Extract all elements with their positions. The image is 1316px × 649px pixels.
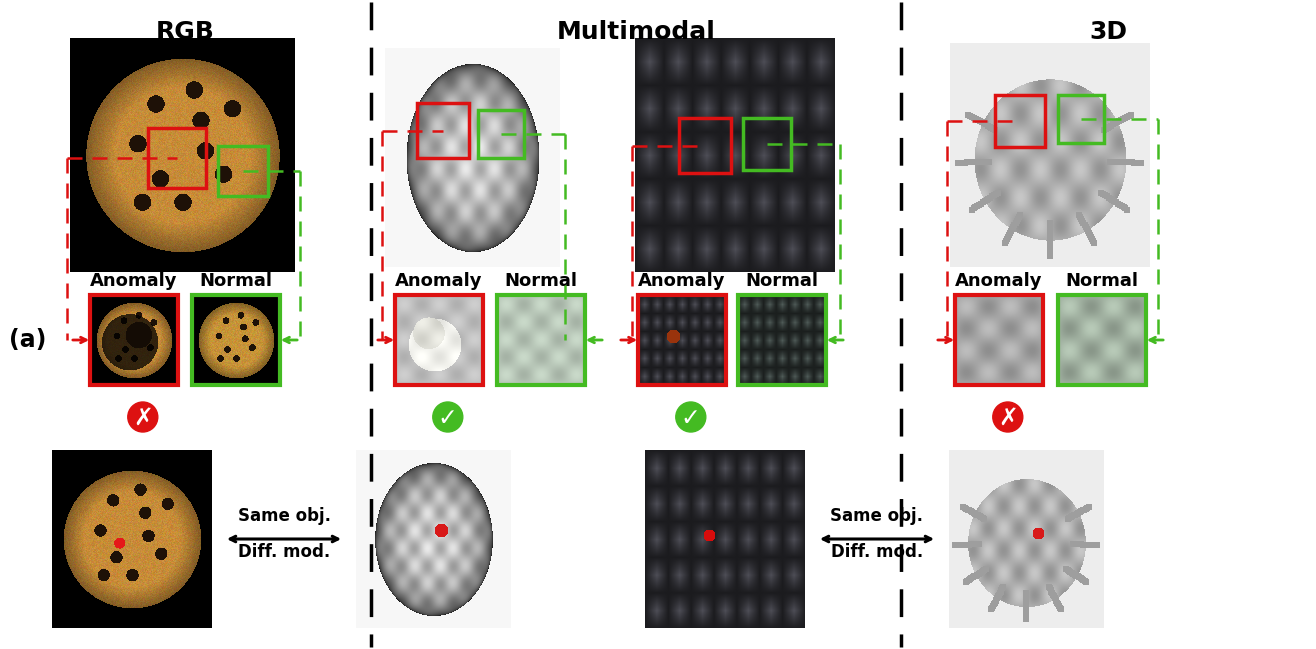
Text: Diff. mod.: Diff. mod. <box>830 543 923 561</box>
Bar <box>192 295 280 385</box>
Text: 3D: 3D <box>1090 20 1126 44</box>
Bar <box>395 295 483 385</box>
Bar <box>744 118 791 170</box>
Bar <box>89 295 178 385</box>
Text: (a): (a) <box>9 328 46 352</box>
Text: ✓: ✓ <box>680 406 700 430</box>
Bar <box>679 118 730 173</box>
Text: Normal: Normal <box>745 272 819 290</box>
Circle shape <box>992 402 1023 432</box>
Bar <box>218 146 268 196</box>
Bar <box>738 295 826 385</box>
Bar <box>478 110 524 158</box>
Text: ✗: ✗ <box>133 406 153 430</box>
Text: Same obj.: Same obj. <box>237 507 330 525</box>
Bar <box>955 295 1044 385</box>
Text: Normal: Normal <box>504 272 578 290</box>
Bar <box>417 103 468 158</box>
Circle shape <box>128 402 158 432</box>
Text: Same obj.: Same obj. <box>830 507 924 525</box>
Text: Anomaly: Anomaly <box>955 272 1042 290</box>
Text: Anomaly: Anomaly <box>91 272 178 290</box>
Bar <box>1058 95 1104 143</box>
Bar <box>147 128 207 188</box>
Text: Normal: Normal <box>200 272 272 290</box>
Circle shape <box>676 402 705 432</box>
Bar <box>497 295 586 385</box>
Text: Diff. mod.: Diff. mod. <box>238 543 330 561</box>
Bar <box>70 38 295 272</box>
Text: Normal: Normal <box>1066 272 1138 290</box>
Bar <box>638 295 726 385</box>
Text: Multimodal: Multimodal <box>557 20 716 44</box>
Text: RGB: RGB <box>155 20 215 44</box>
Text: Anomaly: Anomaly <box>638 272 725 290</box>
Bar <box>645 450 805 628</box>
Circle shape <box>433 402 463 432</box>
Text: Anomaly: Anomaly <box>395 272 483 290</box>
Text: ✓: ✓ <box>438 406 458 430</box>
Bar <box>53 450 212 628</box>
Text: ✗: ✗ <box>998 406 1017 430</box>
Bar <box>636 38 834 272</box>
Bar <box>995 95 1045 147</box>
Bar <box>1058 295 1146 385</box>
